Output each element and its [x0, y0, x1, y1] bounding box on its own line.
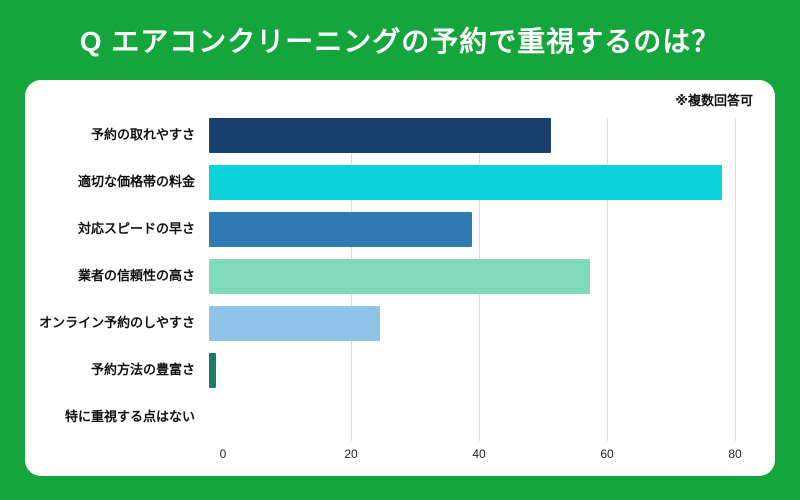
- bar: [209, 118, 551, 153]
- page-header: Q エアコンクリーニングの予約で重視するのは？: [0, 0, 800, 80]
- bar-track: [209, 112, 735, 159]
- bar-track: [209, 253, 735, 300]
- bar: [209, 353, 216, 388]
- category-label: 特に重視する点はない: [64, 409, 195, 425]
- page-title: Q エアコンクリーニングの予約で重視するのは？: [79, 26, 721, 57]
- bar-chart: 予約の取れやすさ適切な価格帯の料金 対応スピードの早さ 業者の信頼性の高さオンライン…: [37, 112, 757, 467]
- chart-row: 適切な価格帯の料金: [37, 159, 757, 206]
- bar-track: [209, 159, 735, 206]
- bar-track: [209, 300, 735, 347]
- chart-rows: 予約の取れやすさ適切な価格帯の料金 対応スピードの早さ 業者の信頼性の高さオンライン…: [37, 112, 757, 441]
- x-tick-label: 60: [600, 447, 614, 461]
- category-label: 業者の信頼性の高さ: [77, 268, 195, 284]
- bar: [209, 165, 722, 200]
- chart-row: 予約の取れやすさ: [37, 112, 757, 159]
- x-tick-label: 0: [219, 447, 227, 461]
- category-label: 対応スピードの早さ: [77, 221, 195, 237]
- x-tick-label: 80: [728, 447, 742, 461]
- bar-track: [209, 347, 735, 394]
- chart-row: 業者の信頼性の高さ: [37, 253, 757, 300]
- multiple-answers-note: ※複数回答可: [675, 93, 753, 108]
- bar-track: [209, 394, 735, 441]
- x-axis: 0 20 40 60 80: [219, 441, 742, 467]
- category-label: 予約の取れやすさ: [90, 127, 195, 143]
- chart-card: ※複数回答可 予約の取れやすさ適切な価格帯の料金 対応スピードの早さ 業者の信頼性の…: [25, 80, 775, 476]
- category-label: 適切な価格帯の料金: [77, 174, 195, 190]
- chart-row: 特に重視する点はない: [37, 394, 757, 441]
- chart-row: 対応スピードの早さ: [37, 206, 757, 253]
- x-tick-label: 20: [344, 447, 358, 461]
- bar-track: [209, 206, 735, 253]
- category-label: 予約方法の豊富さ: [90, 362, 195, 378]
- category-label: オンライン予約のしやすさ: [39, 315, 195, 331]
- bar: [209, 306, 380, 341]
- x-tick-label: 40: [472, 447, 486, 461]
- bar: [209, 212, 472, 247]
- gridline: [607, 118, 608, 441]
- chart-row: オンライン予約のしやすさ: [37, 300, 757, 347]
- gridline: [735, 118, 736, 441]
- bar: [209, 259, 591, 294]
- chart-row: 予約方法の豊富さ: [37, 347, 757, 394]
